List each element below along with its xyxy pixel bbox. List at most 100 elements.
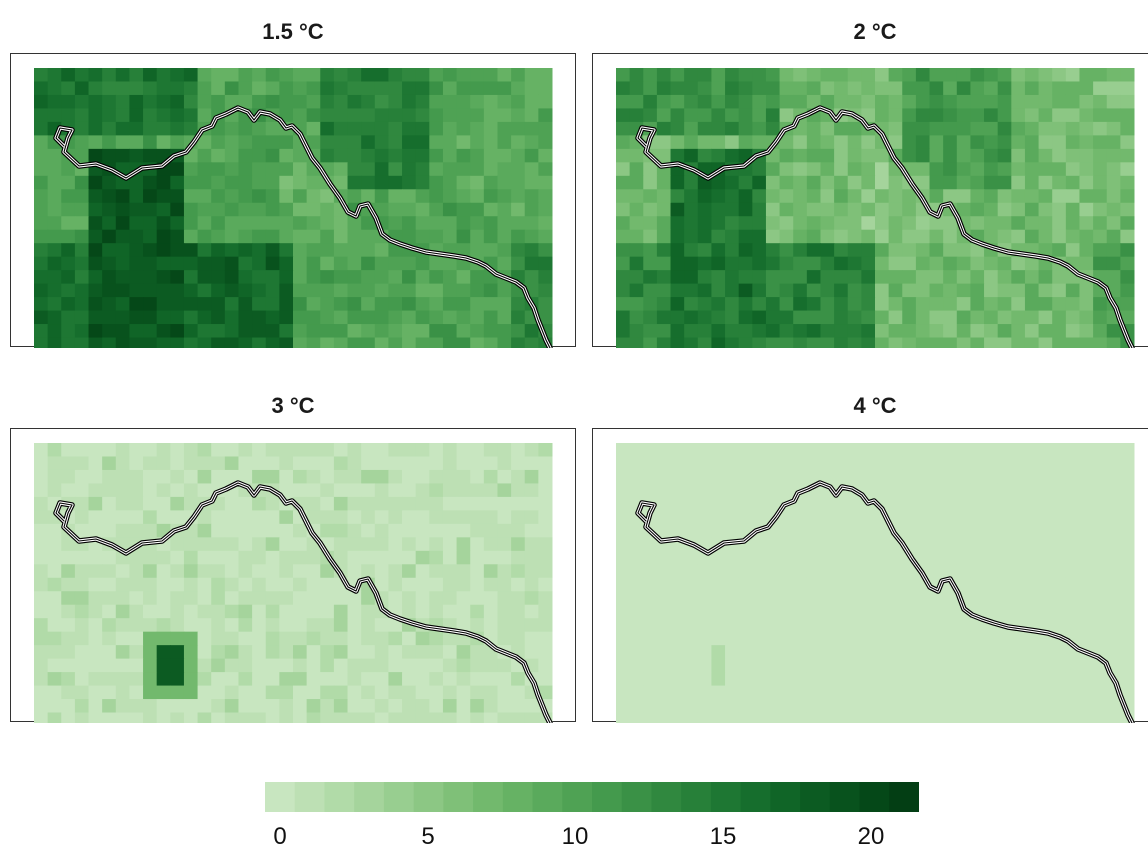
- grid-cell: [306, 243, 321, 258]
- grid-cell: [224, 202, 239, 217]
- grid-cell: [129, 189, 144, 204]
- grid-cell: [320, 229, 335, 244]
- grid-cell: [143, 94, 158, 109]
- grid-cell: [643, 443, 658, 457]
- grid-cell: [74, 550, 90, 565]
- grid-cell: [806, 216, 821, 231]
- grid-cell: [697, 712, 712, 723]
- grid-cell: [279, 202, 294, 217]
- grid-cell: [320, 94, 335, 109]
- grid-cell: [793, 310, 808, 325]
- grid-cell: [1106, 175, 1121, 190]
- grid-cell: [847, 270, 862, 285]
- grid-cell: [1011, 645, 1026, 660]
- grid-cell: [779, 591, 794, 606]
- grid-cell: [115, 68, 130, 82]
- grid-cell: [779, 604, 794, 619]
- grid-cell: [902, 68, 917, 82]
- grid-cell: [929, 496, 944, 511]
- grid-cell: [888, 81, 903, 96]
- grid-cell: [875, 229, 890, 244]
- grid-cell: [143, 496, 158, 511]
- grid-cell: [670, 672, 685, 687]
- grid-cell: [102, 337, 117, 348]
- grid-cell: [779, 510, 794, 525]
- grid-cell: [984, 510, 999, 525]
- grid-cell: [752, 283, 767, 298]
- grid-cell: [224, 699, 239, 714]
- grid-cell: [61, 68, 76, 82]
- grid-cell: [538, 135, 553, 150]
- grid-cell: [1093, 510, 1108, 525]
- grid-cell: [1024, 202, 1040, 217]
- grid-cell: [429, 456, 444, 471]
- grid-cell: [806, 685, 821, 700]
- grid-cell: [793, 604, 808, 619]
- grid-cell: [997, 148, 1012, 163]
- grid-cell: [1024, 148, 1040, 163]
- grid-cell: [861, 229, 876, 244]
- grid-cell: [629, 699, 644, 714]
- grid-cell: [34, 216, 49, 231]
- grid-cell: [697, 68, 712, 82]
- grid-cell: [34, 604, 49, 619]
- colorbar-swatch: [532, 782, 563, 812]
- grid-cell: [1065, 510, 1080, 525]
- grid-cell: [252, 591, 267, 606]
- grid-cell: [697, 229, 712, 244]
- grid-cell: [847, 297, 862, 312]
- grid-cell: [388, 496, 403, 511]
- grid-cell: [888, 685, 903, 700]
- grid-cell: [1038, 523, 1053, 538]
- grid-cell: [656, 631, 672, 646]
- grid-cell: [429, 283, 444, 298]
- grid-cell: [143, 577, 158, 592]
- grid-cell: [456, 604, 471, 619]
- grid-cell: [806, 189, 821, 204]
- grid-cell: [616, 270, 631, 285]
- grid-cell: [793, 94, 808, 109]
- grid-cell: [102, 310, 117, 325]
- grid-cell: [1120, 256, 1135, 271]
- grid-cell: [47, 175, 62, 190]
- grid-cell: [888, 243, 903, 258]
- grid-cell: [129, 324, 144, 339]
- grid-cell: [752, 135, 767, 150]
- grid-cell: [834, 337, 849, 348]
- grid-cell: [1024, 68, 1040, 82]
- grid-cell: [929, 162, 944, 177]
- grid-cell: [915, 712, 931, 723]
- grid-cell: [47, 229, 62, 244]
- grid-cell: [1093, 456, 1108, 471]
- grid-cell: [1011, 577, 1026, 592]
- grid-cell: [902, 324, 917, 339]
- grid-cell: [1024, 324, 1040, 339]
- grid-cell: [1079, 202, 1094, 217]
- grid-cell: [538, 121, 553, 136]
- grid-cell: [361, 456, 376, 471]
- grid-cell: [793, 685, 808, 700]
- grid-cell: [429, 469, 444, 484]
- grid-cell: [156, 645, 171, 660]
- grid-cell: [429, 537, 444, 552]
- grid-cell: [170, 270, 185, 285]
- grid-cell: [629, 443, 644, 457]
- grid-cell: [697, 216, 712, 231]
- grid-cell: [1065, 685, 1080, 700]
- grid-cell: [956, 483, 971, 498]
- grid-cell: [306, 577, 321, 592]
- grid-cell: [1011, 175, 1026, 190]
- grid-cell: [1079, 537, 1094, 552]
- grid-cell: [347, 297, 362, 312]
- grid-cell: [1079, 135, 1094, 150]
- grid-cell: [1120, 175, 1135, 190]
- grid-cell: [197, 550, 212, 565]
- grid-cell: [820, 672, 835, 687]
- grid-cell: [1065, 672, 1080, 687]
- grid-cell: [320, 496, 335, 511]
- grid-cell: [1120, 645, 1135, 660]
- grid-cell: [1011, 456, 1026, 471]
- grid-cell: [929, 604, 944, 619]
- grid-cell: [834, 456, 849, 471]
- grid-cell: [984, 121, 999, 136]
